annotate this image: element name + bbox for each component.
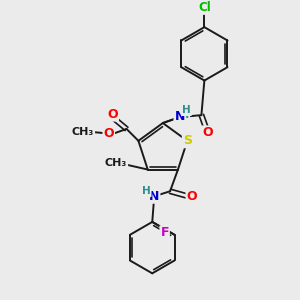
Text: F: F (160, 226, 169, 239)
Text: N: N (149, 190, 159, 203)
Text: O: O (187, 190, 197, 203)
Text: O: O (103, 128, 114, 140)
Text: N: N (175, 110, 185, 123)
Text: CH₃: CH₃ (105, 158, 127, 168)
Text: O: O (202, 126, 213, 140)
Text: O: O (107, 108, 118, 121)
Text: Cl: Cl (198, 1, 211, 14)
Text: H: H (182, 105, 191, 115)
Text: H: H (142, 186, 151, 196)
Text: CH₃: CH₃ (72, 127, 94, 137)
Text: S: S (183, 134, 192, 147)
Text: H: H (180, 110, 189, 120)
